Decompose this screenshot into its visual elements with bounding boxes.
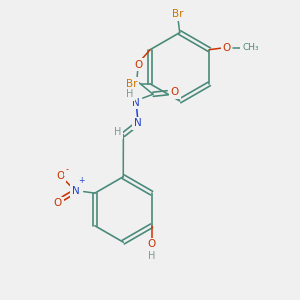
Text: O: O xyxy=(56,171,64,181)
Text: H: H xyxy=(148,251,155,261)
Text: O: O xyxy=(54,199,62,208)
Text: Br: Br xyxy=(126,79,137,89)
Text: N: N xyxy=(134,118,142,128)
Text: -: - xyxy=(65,165,68,174)
Text: H: H xyxy=(126,89,133,99)
Text: O: O xyxy=(134,59,142,70)
Text: N: N xyxy=(72,186,80,196)
Text: O: O xyxy=(171,88,179,98)
Text: Br: Br xyxy=(172,9,184,19)
Text: H: H xyxy=(114,127,122,137)
Text: O: O xyxy=(222,43,231,52)
Text: O: O xyxy=(147,239,156,249)
Text: N: N xyxy=(132,98,140,108)
Text: +: + xyxy=(78,176,84,185)
Text: CH₃: CH₃ xyxy=(242,43,259,52)
